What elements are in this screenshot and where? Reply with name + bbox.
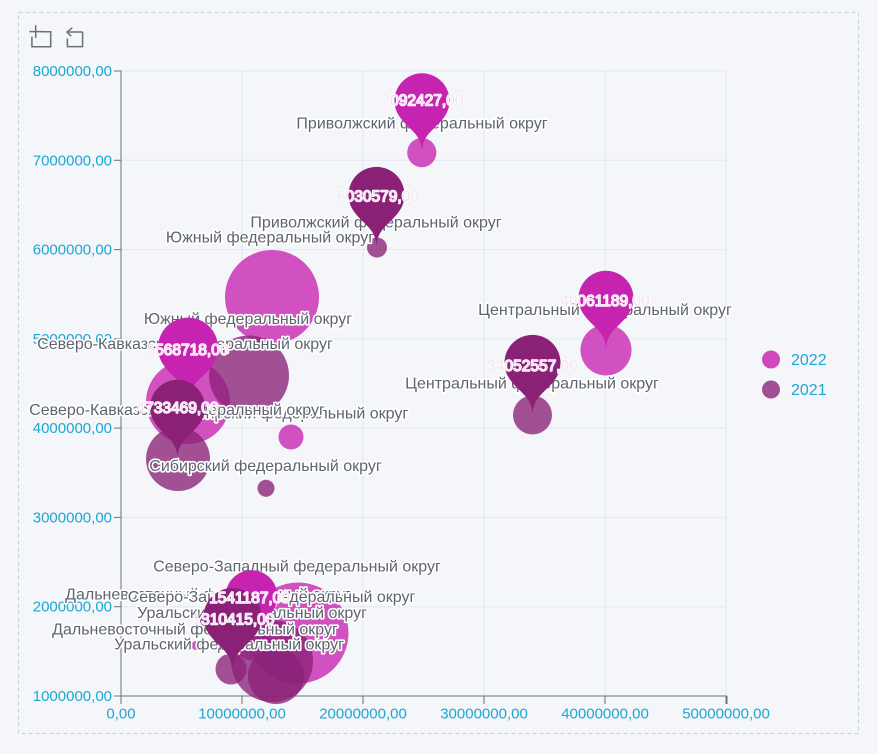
svg-text:2021: 2021 xyxy=(791,382,827,399)
svg-text:1541187,00: 1541187,00 xyxy=(209,590,290,607)
svg-text:6030579,00: 6030579,00 xyxy=(337,189,419,206)
svg-text:7092427,00: 7092427,00 xyxy=(382,93,464,110)
svg-text:Дальневосточный федеральный ок: Дальневосточный федеральный округ xyxy=(65,587,351,604)
svg-text:Сибирский федеральный округ: Сибирский федеральный округ xyxy=(149,458,382,475)
svg-text:1310415,00: 1310415,00 xyxy=(193,612,275,629)
svg-text:20000000,00: 20000000,00 xyxy=(319,706,407,723)
svg-text:Дальневосточный федеральный ок: Дальневосточный федеральный округ xyxy=(52,622,338,639)
svg-text:Северо-Западный федеральный ок: Северо-Западный федеральный округ xyxy=(153,559,441,576)
svg-text:4000000,00: 4000000,00 xyxy=(33,420,112,437)
svg-text:5000000,00: 5000000,00 xyxy=(33,331,112,348)
svg-text:Южный федеральный округ: Южный федеральный округ xyxy=(166,230,374,247)
svg-text:2000000,00: 2000000,00 xyxy=(33,599,112,616)
svg-text:1000000,00: 1000000,00 xyxy=(33,688,112,705)
svg-text:50000000,00: 50000000,00 xyxy=(682,706,770,723)
svg-text:40061189,00: 40061189,00 xyxy=(560,293,650,310)
svg-text:30000000,00: 30000000,00 xyxy=(440,706,528,723)
svg-text:8000000,00: 8000000,00 xyxy=(33,63,112,80)
svg-text:10000000,00: 10000000,00 xyxy=(198,706,286,723)
svg-text:40000000,00: 40000000,00 xyxy=(561,706,649,723)
svg-text:3000000,00: 3000000,00 xyxy=(33,509,112,526)
svg-text:Сибирский федеральный округ: Сибирский федеральный округ xyxy=(176,406,409,423)
svg-text:4733469,00: 4733469,00 xyxy=(137,400,219,417)
svg-text:0,00: 0,00 xyxy=(106,706,135,723)
svg-text:34052557,00: 34052557,00 xyxy=(487,358,578,375)
svg-text:6000000,00: 6000000,00 xyxy=(33,242,112,259)
svg-text:5568718,00: 5568718,00 xyxy=(147,342,229,359)
svg-text:7000000,00: 7000000,00 xyxy=(33,152,112,169)
svg-text:2022: 2022 xyxy=(791,352,827,369)
